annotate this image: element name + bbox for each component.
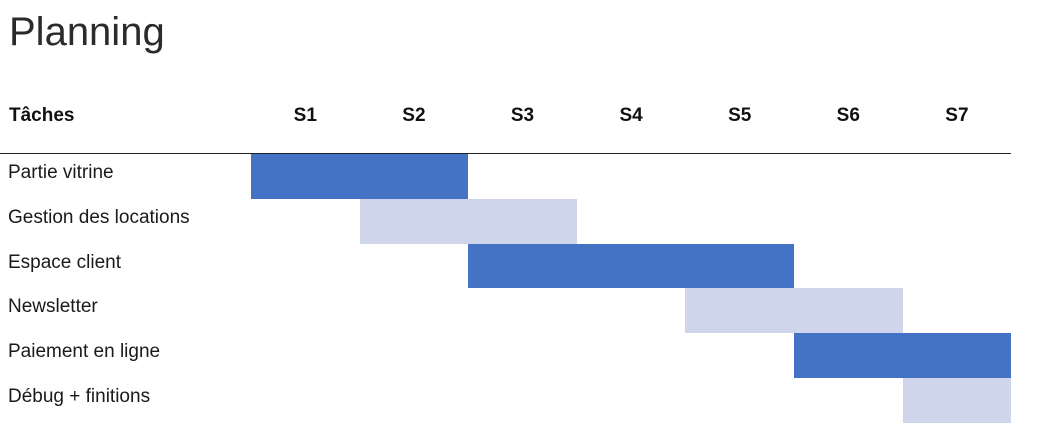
task-bar: [685, 288, 903, 334]
task-label: Espace client: [8, 251, 122, 273]
task-label: Paiement en ligne: [8, 341, 161, 363]
task-label: Partie vitrine: [8, 162, 114, 183]
task-row: Newsletter: [0, 288, 1011, 334]
task-row: Espace client: [0, 243, 1011, 289]
week-header-s3: S3: [510, 105, 535, 126]
schedule-header: Tâches S1 S2 S3 S4 S5 S6 S7: [0, 96, 1011, 136]
task-label: Newsletter: [8, 296, 98, 318]
week-header-s5: S5: [728, 105, 752, 126]
task-label: Gestion des locations: [8, 206, 190, 228]
task-bar: [251, 154, 469, 199]
page-title: Planning: [9, 10, 165, 54]
week-header-s6: S6: [836, 105, 860, 126]
task-row: Gestion des locations: [0, 198, 1011, 244]
task-row: Débug + finitions: [0, 378, 1011, 423]
task-bar: [468, 243, 794, 289]
task-row: Paiement en ligne: [0, 333, 1011, 378]
task-bar: [794, 333, 1011, 378]
task-row: Partie vitrine: [0, 154, 1011, 199]
week-header-s1: S1: [293, 105, 317, 126]
week-header-s2: S2: [402, 105, 426, 126]
task-label: Débug + finitions: [8, 386, 151, 407]
tasks-column-header: Tâches: [9, 105, 75, 126]
header-divider: [0, 153, 1011, 154]
task-bar: [359, 198, 577, 244]
week-header-s4: S4: [619, 105, 643, 126]
task-bar: [902, 378, 1011, 423]
week-header-s7: S7: [945, 105, 969, 126]
